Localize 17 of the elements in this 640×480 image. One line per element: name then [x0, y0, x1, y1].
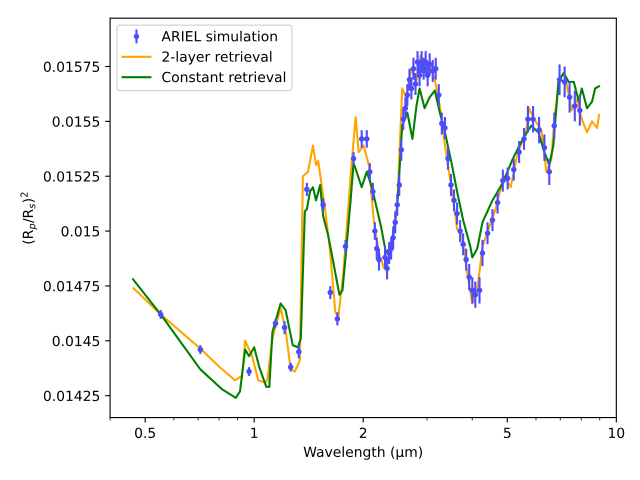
x-tick-label: 0.5: [135, 428, 156, 438]
x-tick-label: 10: [609, 428, 624, 438]
y-tick-label: 0.0155: [52, 116, 100, 127]
y-tick-label: 0.01575: [44, 61, 100, 72]
legend-label: 2-layer retrieval: [162, 51, 272, 65]
x-tick-label: 1: [251, 428, 258, 438]
y-tick-label: 0.01525: [44, 171, 100, 182]
y-axis-title: (R$_{p}$/R$_{s}$)$^{2}$: [20, 192, 38, 244]
y-tick-label: 0.01425: [44, 390, 100, 402]
legend-label: ARIEL simulation: [162, 30, 277, 42]
x-tick-label: 2: [360, 428, 366, 438]
x-tick-label: 5: [504, 428, 511, 438]
x-axis-title: Wavelength (μm): [304, 446, 422, 460]
legend-label: Constant retrieval: [162, 72, 286, 82]
y-tick-label: 0.015: [62, 226, 100, 237]
y-tick-label: 0.01475: [44, 280, 100, 292]
y-tick-label: 0.0145: [52, 336, 100, 346]
